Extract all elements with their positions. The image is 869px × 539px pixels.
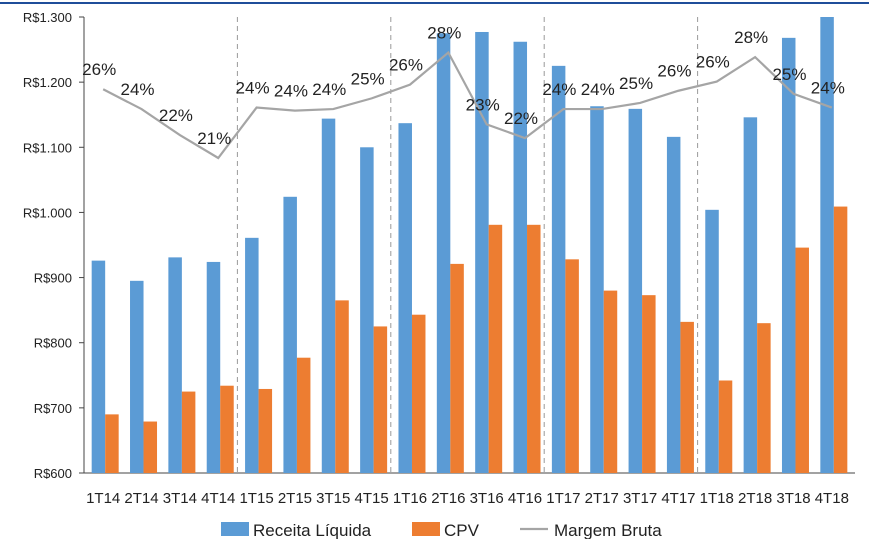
margem-data-label: 24% [581,80,615,99]
y-tick-label: R$1.000 [23,205,72,220]
bar-cpv [258,388,273,473]
x-tick-label: 4T18 [815,490,849,507]
bar-receita-liquida [820,17,834,473]
x-tick-label: 2T18 [738,490,772,507]
bar-cpv [296,357,311,473]
x-tick-label: 2T16 [431,490,465,507]
margem-data-label: 24% [312,80,346,99]
margem-data-label: 24% [236,79,270,98]
margem-data-label: 25% [772,65,806,84]
margem-data-label: 23% [466,95,500,114]
x-tick-label: 4T14 [201,490,235,507]
bar-receita-liquida [705,209,719,473]
x-tick-label: 3T15 [316,490,350,507]
bar-cpv [335,300,349,473]
x-tick-label: 4T15 [355,490,389,507]
y-tick-label: R$1.300 [23,10,72,25]
y-tick-label: R$600 [34,466,72,481]
bar-cpv [527,224,541,473]
bar-receita-liquida [321,118,336,473]
y-tick-label: R$1.100 [23,140,72,155]
bar-receita-liquida [743,117,758,473]
bar-receita-liquida [283,196,297,473]
bar-receita-liquida [436,33,451,474]
margem-data-label: 24% [121,80,155,99]
legend-swatch [412,522,440,536]
margem-data-label: 25% [351,69,385,88]
margem-data-label: 28% [734,28,768,47]
bar-cpv [718,380,733,473]
x-tick-label: 3T18 [776,490,810,507]
margem-data-label: 26% [657,62,691,81]
bar-receita-liquida [360,147,374,474]
bar-cpv [411,314,426,473]
bar-receita-liquida [666,136,681,473]
bar-cpv [105,414,119,473]
x-tick-label: 1T18 [700,490,734,507]
margem-data-label: 24% [542,80,576,99]
margem-data-label: 26% [82,60,116,79]
bar-receita-liquida [590,106,604,473]
y-tick-label: R$1.200 [23,75,72,90]
bar-receita-liquida [91,260,106,473]
bar-receita-liquida [206,261,221,473]
bar-cpv [642,295,656,473]
legend-label: CPV [444,521,480,539]
margem-data-label: 26% [696,53,730,72]
bar-receita-liquida [513,41,528,474]
bar-receita-liquida [398,123,412,473]
bar-cpv [143,421,158,473]
bar-cpv [220,385,234,473]
bar-cpv [488,224,503,473]
x-tick-label: 1T15 [239,490,273,507]
y-tick-label: R$800 [34,336,72,351]
legend-swatch [221,522,249,536]
bar-cpv [181,391,196,473]
x-tick-label: 1T14 [86,490,120,507]
margem-data-label: 26% [389,56,423,75]
bar-receita-liquida [130,280,144,473]
bar-cpv [833,206,848,473]
x-tick-label: 2T14 [124,490,158,507]
bar-receita-liquida [781,37,796,474]
bar-receita-liquida [628,108,643,473]
legend-label: Receita Líquida [253,521,372,539]
x-tick-label: 4T17 [661,490,695,507]
margem-data-label: 25% [619,74,653,93]
bar-receita-liquida [551,65,566,473]
margem-data-label: 22% [159,106,193,125]
x-tick-label: 2T17 [585,490,619,507]
bar-receita-liquida [245,237,259,473]
bar-cpv [795,247,809,473]
x-tick-label: 1T17 [546,490,580,507]
x-tick-label: 3T17 [623,490,657,507]
x-tick-label: 3T16 [470,490,504,507]
y-tick-label: R$700 [34,401,72,416]
bar-receita-liquida [168,257,182,473]
margem-data-label: 24% [274,82,308,101]
margem-data-label: 22% [504,109,538,128]
x-tick-label: 2T15 [278,490,312,507]
x-tick-label: 4T16 [508,490,542,507]
bar-cpv [757,323,771,473]
bar-cpv [373,326,388,473]
bar-cpv [680,321,694,473]
legend-label: Margem Bruta [554,521,662,539]
bar-cpv [450,263,464,473]
margem-data-label: 24% [811,79,845,98]
margem-data-label: 21% [197,129,231,148]
line-margem-bruta [102,50,833,160]
x-tick-label: 3T14 [163,490,197,507]
y-tick-label: R$900 [34,271,72,286]
bar-cpv [565,259,579,473]
bar-receita-liquida [475,31,489,474]
bar-cpv [603,290,618,473]
x-tick-label: 1T16 [393,490,427,507]
margem-data-label: 28% [427,24,461,43]
